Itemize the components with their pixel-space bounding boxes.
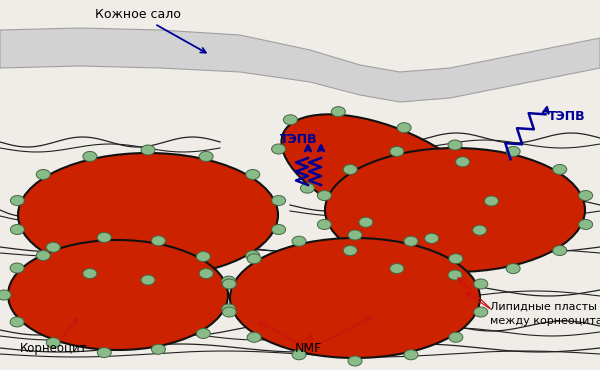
Ellipse shape	[222, 279, 236, 289]
Ellipse shape	[331, 107, 346, 117]
Ellipse shape	[246, 250, 260, 260]
Ellipse shape	[404, 350, 418, 360]
Ellipse shape	[390, 147, 404, 157]
Ellipse shape	[317, 191, 331, 201]
Ellipse shape	[196, 252, 211, 262]
Ellipse shape	[247, 332, 261, 342]
Ellipse shape	[46, 242, 60, 252]
Ellipse shape	[301, 183, 314, 193]
Ellipse shape	[449, 332, 463, 342]
Ellipse shape	[10, 195, 25, 206]
Ellipse shape	[97, 347, 111, 357]
Ellipse shape	[247, 254, 261, 264]
Ellipse shape	[449, 254, 463, 264]
Ellipse shape	[484, 196, 499, 206]
Ellipse shape	[222, 307, 236, 317]
Ellipse shape	[474, 279, 488, 289]
Ellipse shape	[474, 307, 488, 317]
Ellipse shape	[325, 148, 585, 272]
Ellipse shape	[246, 169, 260, 179]
Text: ТЭПВ: ТЭПВ	[280, 133, 317, 146]
Ellipse shape	[221, 304, 236, 314]
Text: ТЭПВ: ТЭПВ	[548, 110, 586, 123]
Text: NMF: NMF	[295, 342, 322, 355]
Ellipse shape	[506, 147, 520, 157]
Ellipse shape	[272, 195, 286, 206]
Text: Липидные пласты: Липидные пласты	[490, 302, 597, 312]
Ellipse shape	[36, 169, 50, 179]
Ellipse shape	[151, 236, 166, 246]
Ellipse shape	[151, 344, 166, 354]
Ellipse shape	[36, 250, 50, 260]
Ellipse shape	[553, 165, 567, 175]
Ellipse shape	[46, 338, 60, 348]
Text: Кожное сало: Кожное сало	[95, 8, 206, 53]
Ellipse shape	[272, 225, 286, 235]
Ellipse shape	[10, 225, 25, 235]
Ellipse shape	[283, 115, 298, 125]
Ellipse shape	[448, 140, 462, 150]
Ellipse shape	[0, 290, 11, 300]
Ellipse shape	[83, 151, 97, 161]
Ellipse shape	[292, 236, 306, 246]
Ellipse shape	[230, 238, 480, 358]
Text: между корнеоцитами: между корнеоцитами	[490, 316, 600, 326]
Ellipse shape	[404, 236, 418, 246]
Ellipse shape	[141, 145, 155, 155]
Ellipse shape	[10, 317, 24, 327]
Ellipse shape	[141, 275, 155, 285]
Ellipse shape	[83, 269, 97, 279]
Ellipse shape	[272, 144, 286, 154]
Ellipse shape	[578, 219, 593, 229]
Text: Корнеоцит: Корнеоцит	[20, 319, 88, 355]
Ellipse shape	[348, 356, 362, 366]
Ellipse shape	[97, 232, 111, 242]
Ellipse shape	[199, 151, 213, 161]
Ellipse shape	[343, 246, 357, 256]
Ellipse shape	[292, 350, 306, 360]
Ellipse shape	[317, 219, 331, 229]
Ellipse shape	[425, 233, 439, 243]
Ellipse shape	[343, 165, 357, 175]
Ellipse shape	[578, 191, 593, 201]
Ellipse shape	[506, 263, 520, 273]
Ellipse shape	[8, 240, 228, 350]
Ellipse shape	[473, 225, 487, 235]
Ellipse shape	[359, 217, 373, 227]
Ellipse shape	[221, 276, 236, 286]
Ellipse shape	[18, 153, 278, 277]
Ellipse shape	[199, 269, 213, 279]
Ellipse shape	[448, 270, 462, 280]
Ellipse shape	[390, 263, 404, 273]
Ellipse shape	[281, 114, 488, 236]
Ellipse shape	[397, 123, 411, 133]
Ellipse shape	[553, 246, 567, 256]
Ellipse shape	[348, 230, 362, 240]
Ellipse shape	[455, 157, 470, 167]
Ellipse shape	[196, 329, 211, 339]
Polygon shape	[0, 28, 600, 102]
Ellipse shape	[10, 263, 24, 273]
